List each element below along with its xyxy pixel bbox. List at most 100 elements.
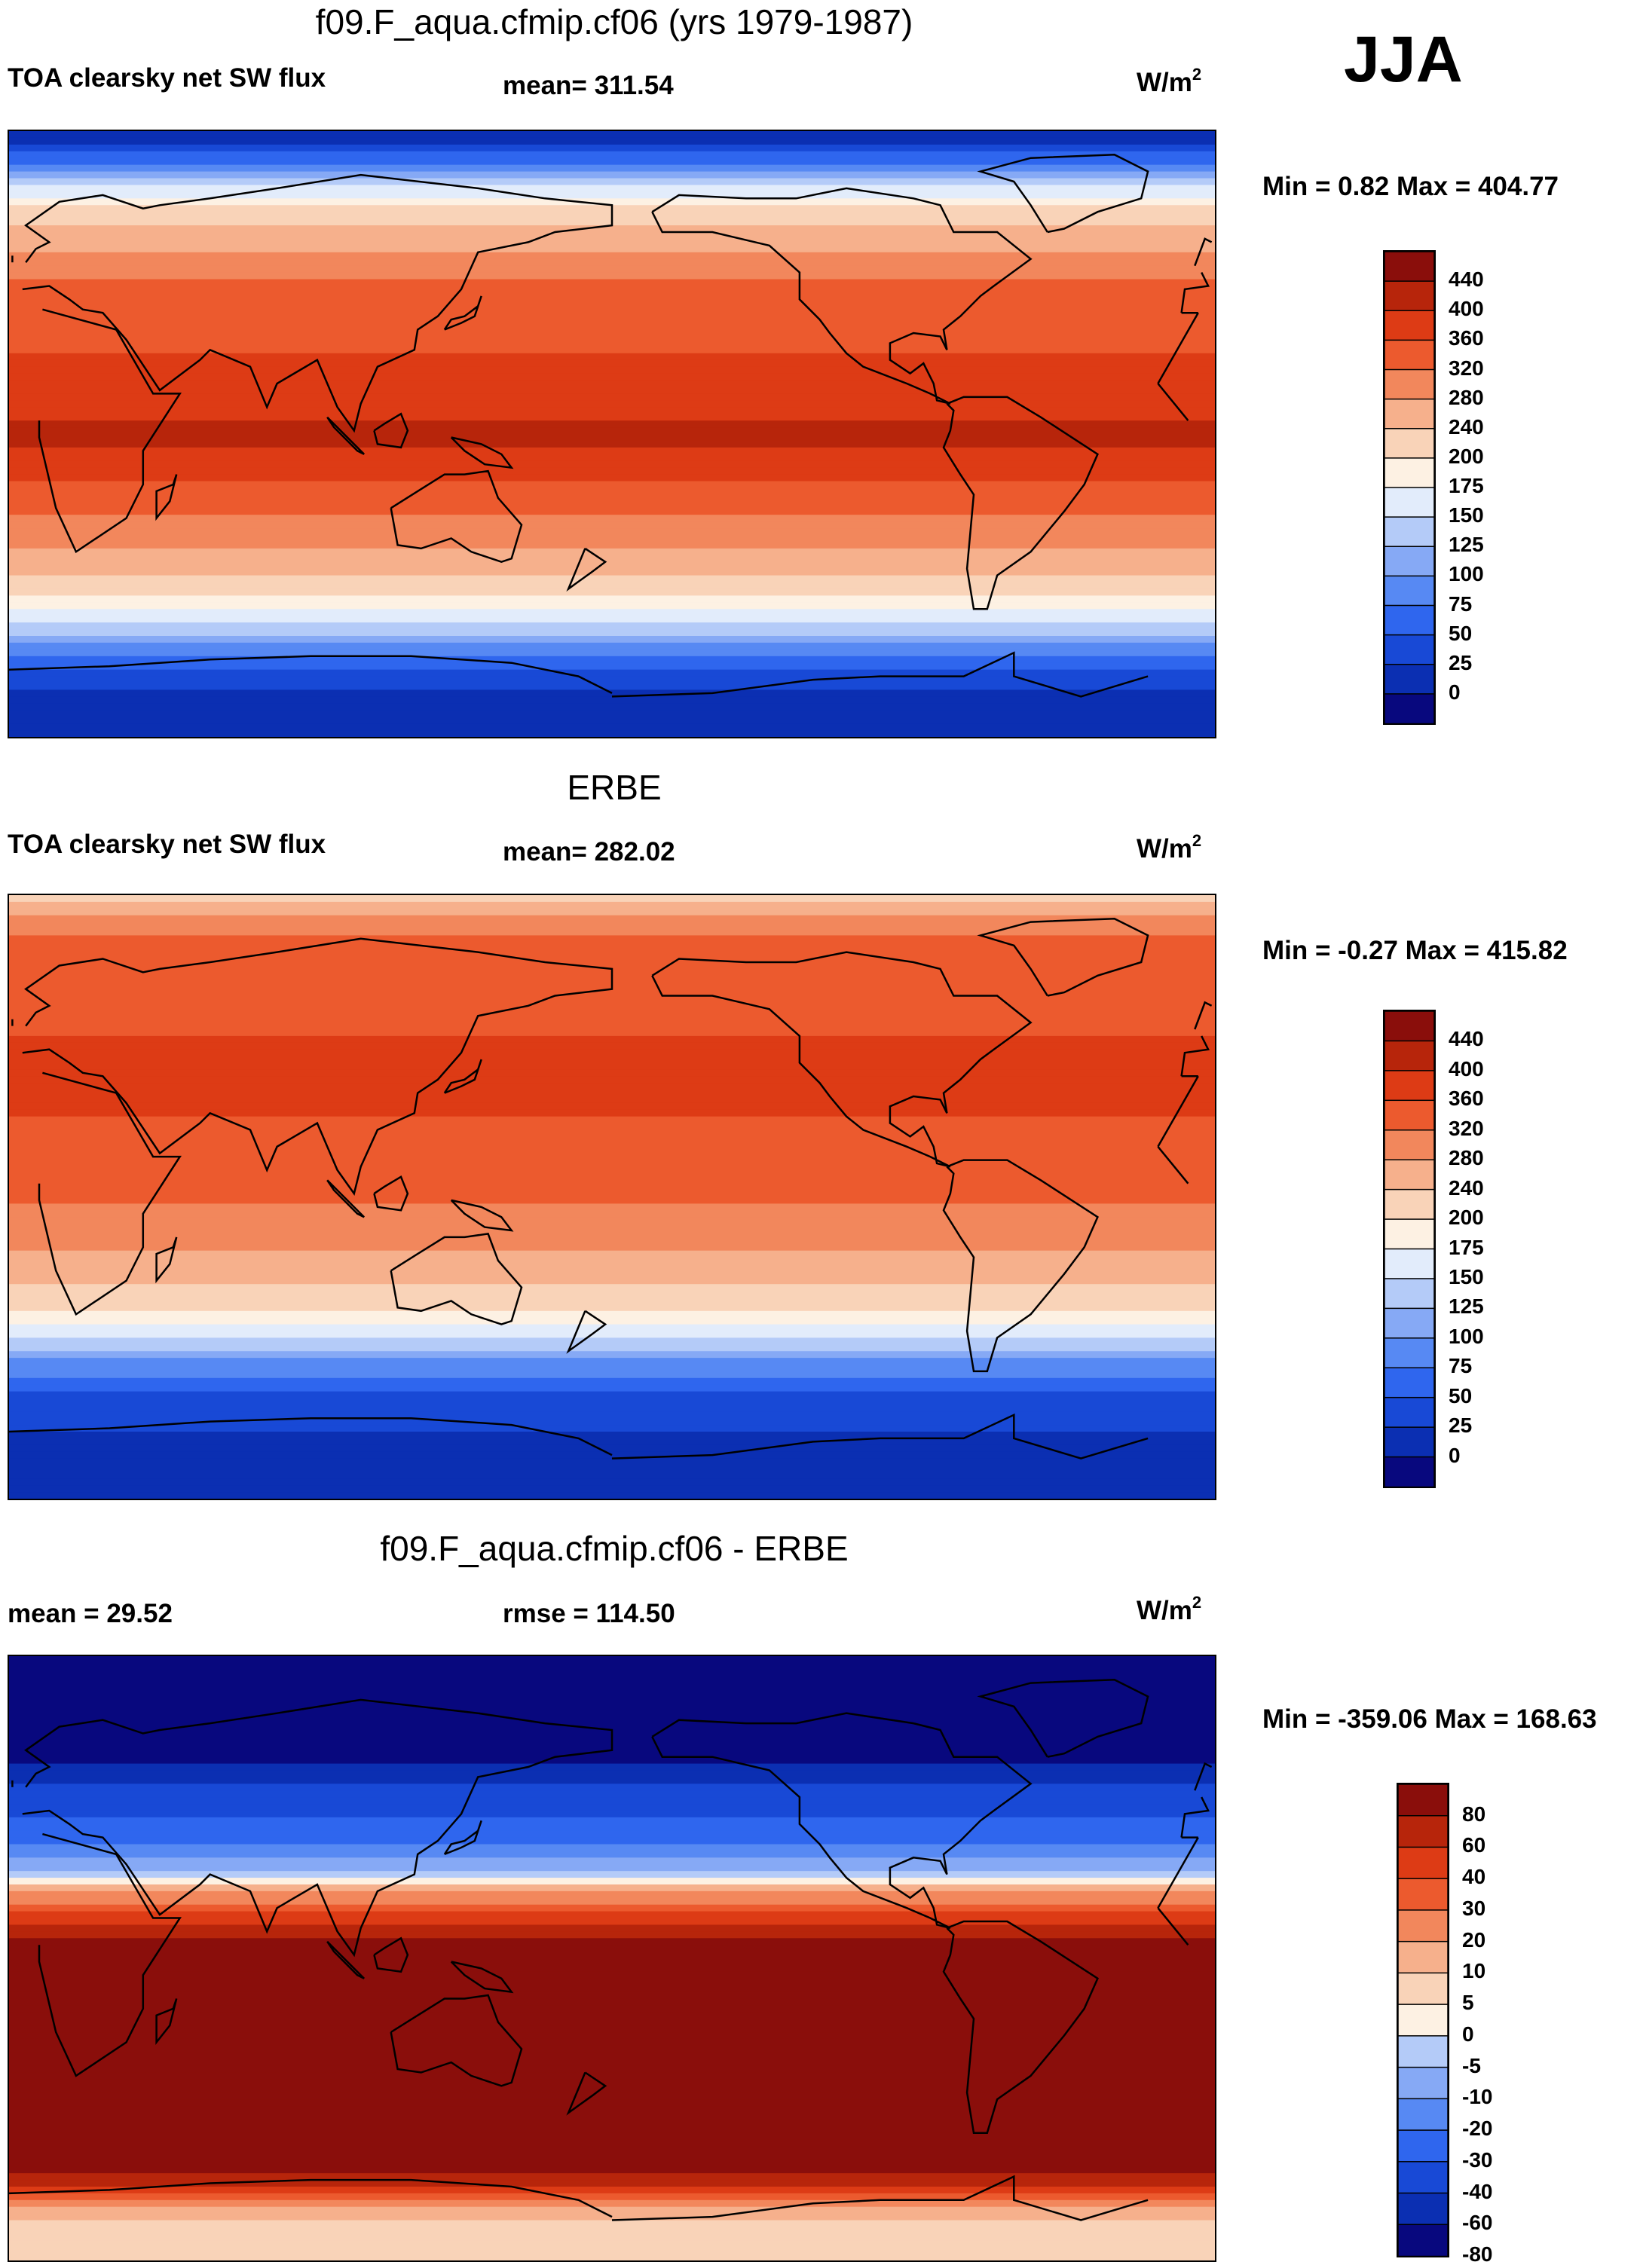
panel2-lat-band (9, 1337, 1215, 1346)
panel3-lat-band (9, 2092, 1215, 2101)
panel1-lat-band (9, 454, 1215, 462)
panel1-lat-band (9, 333, 1215, 341)
panel1-lat-band (9, 400, 1215, 408)
panel2-lat-band (9, 1042, 1215, 1050)
panel1-colorbar-swatch (1384, 398, 1434, 429)
panel1-colorbar-swatch (1384, 252, 1434, 283)
panel2-coastline (1194, 1001, 1213, 1030)
panel3-lat-band (9, 1830, 1215, 1839)
panel1-colorbar-tick: 400 (1449, 297, 1484, 321)
panel2-colorbar-tick: 240 (1449, 1175, 1484, 1200)
panel2-coastline (326, 1179, 365, 1218)
panel2-lat-band (9, 1478, 1215, 1487)
panel2-lat-band (9, 1298, 1215, 1305)
panel2-lat-band (9, 1310, 1215, 1319)
panel3-coastline (38, 1832, 182, 2077)
panel1-lat-band (9, 460, 1215, 469)
panel3-coastline (326, 1940, 365, 1979)
panel1-lat-band (9, 346, 1215, 354)
panel1-lat-band (9, 575, 1215, 583)
panel3-colorbar-ticks: 80 60 40 30 20 10 5 0 -5 -10 -20 -30 -40 -60 -80 (1462, 1783, 1553, 2266)
panel2-colorbar-swatch (1384, 1129, 1434, 1161)
panel2-coastline (390, 1233, 523, 1325)
panel1-colorbar-tick: 280 (1449, 385, 1484, 409)
panel3-lat-band (9, 1656, 1215, 1664)
panel1-lat-band (9, 339, 1215, 347)
panel3-lat-band (9, 1710, 1215, 1718)
panel1-lat-band (9, 420, 1215, 429)
panel2-colorbar-swatch (1384, 1307, 1434, 1340)
panel1-coastline (611, 651, 1149, 698)
panel1-coastline (22, 173, 613, 433)
panel1-lat-band (9, 131, 1215, 139)
panel1-lat-band (9, 616, 1215, 624)
panel1-lat-band (9, 252, 1215, 260)
panel2-lat-band (9, 1062, 1215, 1071)
panel1-coastline (443, 295, 482, 331)
panel3-lat-band (9, 1971, 1215, 1979)
panel2-lat-band (9, 1217, 1215, 1225)
panel2-lat-band (9, 1116, 1215, 1124)
panel1-colorbar-swatch (1384, 546, 1434, 577)
panel3-lat-band (9, 1918, 1215, 1926)
panel3-colorbar-swatch (1398, 2004, 1448, 2037)
panel1-lat-band (9, 669, 1215, 677)
panel1-lat-band (9, 393, 1215, 402)
panel3-lat-band (9, 1985, 1215, 1993)
panel3-lat-band (9, 1676, 1215, 1684)
panel1-coastline (9, 655, 613, 695)
panel3-rmse: rmse = 114.50 (503, 1599, 675, 1628)
panel2-lat-band (9, 1035, 1215, 1044)
panel3-colorbar-swatch (1398, 1878, 1448, 1912)
panel1-coastline (1157, 383, 1189, 421)
panel3-lat-band (9, 2240, 1215, 2248)
panel3-lat-band (9, 1964, 1215, 1973)
panel1-lat-band (9, 353, 1215, 361)
panel2-lat-band (9, 1169, 1215, 1178)
panel1-lat-band (9, 198, 1215, 206)
panel2-lat-band (9, 1109, 1215, 1117)
panel3-lat-band (9, 2254, 1215, 2260)
panel1-colorbar-swatch (1384, 339, 1434, 371)
panel3-lat-band (9, 2052, 1215, 2060)
panel2-lat-band (9, 1009, 1215, 1017)
panel1-lat-band (9, 292, 1215, 301)
panel3-colorbar-tick: 30 (1462, 1896, 1486, 1920)
panel1-lat-band (9, 225, 1215, 233)
panel2-lat-band (9, 1096, 1215, 1104)
panel3-lat-band (9, 1823, 1215, 1832)
panel2-coastline (1157, 1146, 1189, 1184)
panel2-lat-band (9, 1432, 1215, 1439)
panel1-lat-band (9, 568, 1215, 576)
panel2-units-base: W/m (1137, 834, 1192, 863)
panel1-lat-band (9, 629, 1215, 637)
panel2-lat-band (9, 1076, 1215, 1084)
panel1-title: f09.F_aqua.cfmip.cf06 (yrs 1979-1987) (315, 2, 913, 41)
panel2-lat-band (9, 915, 1215, 923)
panel1-lat-band (9, 555, 1215, 563)
panel1-coastline (155, 474, 178, 521)
panel1-lat-band (9, 541, 1215, 549)
panel2-lat-band (9, 1210, 1215, 1218)
panel3-coastline (1180, 1796, 1210, 1838)
panel2-colorbar-swatch (1384, 1099, 1434, 1131)
panel1-lat-band (9, 582, 1215, 590)
panel3-lat-band (9, 2213, 1215, 2221)
panel2-lat-band (9, 1230, 1215, 1238)
panel2-lat-band (9, 908, 1215, 916)
panel3-lat-band (9, 1817, 1215, 1825)
panel2-coastline (1180, 1035, 1210, 1077)
panel3-lat-band (9, 2132, 1215, 2141)
panel3-colorbar-tick: -10 (1462, 2085, 1493, 2109)
panel2-title: ERBE (567, 768, 662, 807)
panel1-lat-band (9, 723, 1215, 732)
panel3-lat-band (9, 2159, 1215, 2168)
panel3-lat-band (9, 2166, 1215, 2175)
panel2-lat-band (9, 1069, 1215, 1077)
panel2-colorbar-tick: 440 (1449, 1027, 1484, 1051)
panel3-colorbar-tick: 60 (1462, 1833, 1486, 1857)
panel2-colorbar-swatch (1384, 1188, 1434, 1221)
panel3-lat-band (9, 1703, 1215, 1711)
panel1-colorbar-swatch (1384, 693, 1434, 723)
panel1-lat-band (9, 151, 1215, 159)
